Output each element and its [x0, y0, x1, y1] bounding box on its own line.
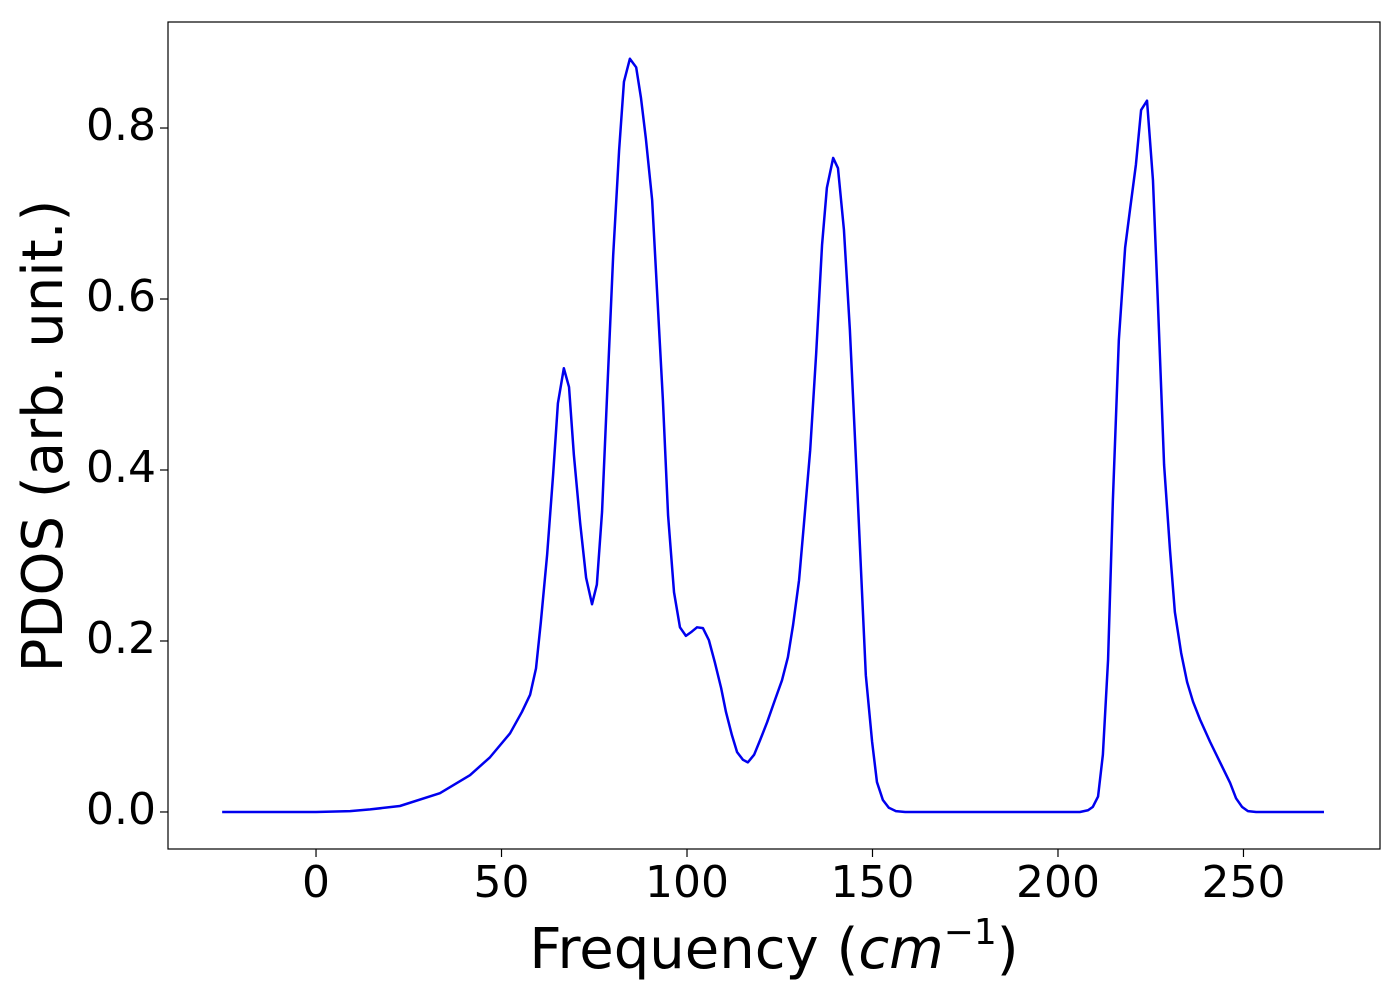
x-label-close: )	[997, 917, 1019, 982]
y-tick-label: 0.0	[86, 784, 156, 835]
plot-frame	[167, 21, 1381, 850]
y-tick-label: 0.8	[86, 100, 156, 151]
x-label-unit: cm	[858, 917, 943, 982]
y-tick-label: 0.6	[86, 271, 156, 322]
x-tick-label: 50	[474, 857, 530, 908]
x-tick-label: 0	[302, 857, 330, 908]
y-tick-label: 0.4	[86, 442, 156, 493]
y-tick-label: 0.2	[86, 613, 156, 664]
x-tick-label: 150	[831, 857, 915, 908]
x-tick-label: 200	[1016, 857, 1100, 908]
x-axis-label: Frequency (cm−1)	[529, 912, 1018, 982]
x-label-exponent: −1	[944, 912, 997, 953]
x-label-text: Frequency (	[529, 917, 858, 982]
x-tick-label: 100	[645, 857, 729, 908]
x-tick-label: 250	[1201, 857, 1285, 908]
y-axis-label: PDOS (arb. unit.)	[11, 200, 76, 673]
data-line	[222, 57, 1324, 814]
